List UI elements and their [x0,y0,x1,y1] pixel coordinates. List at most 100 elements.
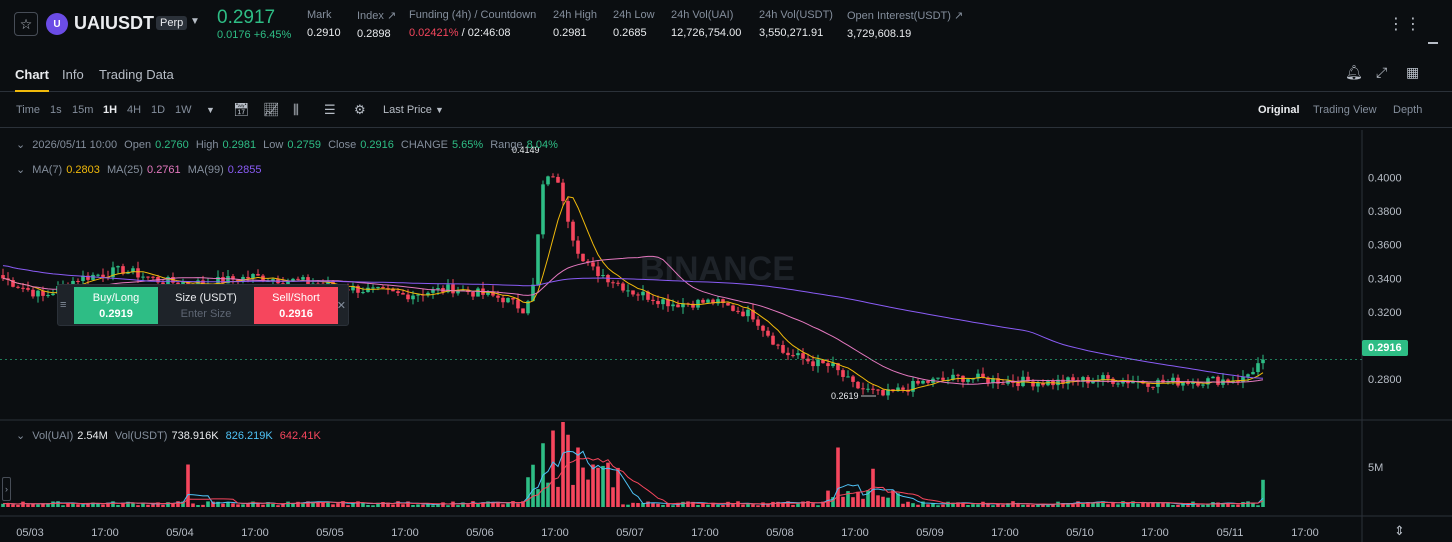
volume-bar [1216,502,1220,507]
volume-bar [341,501,345,507]
layout-grid-icon[interactable]: ▦ [1406,64,1420,80]
stat-index[interactable]: Index ↗ 0.2898 [357,9,396,40]
volume-bar [306,501,310,507]
uai-coin-icon: U [46,13,68,35]
time-tick-7: 17:00 [541,527,569,539]
time-tick-12: 05/09 [916,527,944,539]
stat-open-interest[interactable]: Open Interest(USDT) ↗ 3,729,608.19 [847,9,963,40]
volume-bar [1086,502,1090,507]
interval-1d[interactable]: 1D [151,104,166,116]
stat-24h-high: 24h High 0.2981 [553,9,597,39]
tab-chart[interactable]: Chart [7,67,57,92]
volume-bar [851,497,855,507]
volume-bar [911,503,915,507]
indicator-chart-icon[interactable]: 📈︎ [263,102,280,117]
volume-bar [731,504,735,507]
volume-bar [796,503,800,507]
sell-short-button[interactable]: Sell/Short 0.2916 [254,287,338,324]
more-options-icon[interactable]: ⋮⋮ [1388,16,1422,33]
candle-body [866,388,870,390]
price-tick-6: 0.2800 [1368,374,1402,386]
view-trading-view[interactable]: Trading View [1313,104,1377,116]
ma7-label: MA(7) [32,164,63,176]
volume-bar [46,503,50,507]
candle-body [981,373,985,378]
settings-lines-icon[interactable]: ☰ [324,102,336,117]
volume-bar [351,503,355,507]
volume-bar [26,504,30,507]
interval-1h[interactable]: 1H [103,104,118,116]
symbol-dropdown-icon[interactable]: ▼ [190,16,200,27]
candle-body [831,363,835,367]
vol-uai-value: 2.54M [77,430,108,442]
volume-bar [1076,501,1080,507]
candle-body [856,381,860,389]
candle-body [1231,381,1235,383]
ma-legend: ⌄ MA(7) 0.2803 MA(25) 0.2761 MA(99) 0.2855 [16,163,265,176]
favorite-star-icon[interactable]: ☆ [14,12,38,36]
candle-body [986,377,990,383]
interval-dropdown-icon[interactable]: ▼ [206,105,215,115]
interval-1s[interactable]: 1s [50,104,62,116]
legend-chevron-icon[interactable]: ⌄ [16,430,26,442]
candle-type-icon[interactable]: ⫼ [293,102,299,117]
volume-bar [126,501,130,507]
view-depth[interactable]: Depth [1393,104,1423,116]
candle-body [746,309,750,317]
volume-bar [916,504,920,507]
funding-rate: 0.02421% [409,27,459,39]
symbol-name[interactable]: UAIUSDT [74,13,154,33]
legend-chevron-icon[interactable]: ⌄ [16,164,26,176]
alert-bell-icon[interactable]: 🔔︎ [1345,64,1363,80]
view-original[interactable]: Original [1258,104,1300,116]
chart-area[interactable]: BINANCE0.40000.38000.36000.34000.32000.3… [0,130,1452,542]
expand-panel-icon[interactable]: › [2,477,11,501]
volume-bar [856,491,860,507]
volume-bar [6,503,10,507]
candle-body [586,261,590,263]
minimize-icon[interactable] [1428,42,1438,44]
volume-bar [421,504,425,507]
interval-4h[interactable]: 4H [127,104,142,116]
settings-gear-icon[interactable]: ⚙ [354,102,366,117]
volume-bar [711,502,715,507]
volume-bar [986,504,990,507]
volume-bar [716,504,720,507]
stat-label: Index ↗ [357,10,397,22]
drag-handle-icon[interactable]: ≡ [60,299,67,311]
volume-bar [786,501,790,507]
volume-bar [16,504,20,507]
volume-ma2-line [2,457,1264,505]
candle-body [716,299,720,304]
volume-bar [761,502,765,507]
volume-bar [456,505,460,507]
reset-scale-icon[interactable]: ⇕ [1394,523,1405,538]
volume-bar [411,504,415,507]
volume-bar [1161,503,1165,507]
tab-trading-data[interactable]: Trading Data [99,67,174,82]
candle-body [501,297,505,303]
close-icon[interactable]: ✕ [336,300,346,312]
candlestick-chart[interactable]: BINANCE0.40000.38000.36000.34000.32000.3… [0,130,1452,542]
price-type-select[interactable]: Last Price ▼ [383,104,444,116]
fullscreen-icon[interactable]: ⤢ [1376,64,1388,80]
candle-body [656,301,660,305]
volume-bar [686,501,690,507]
size-input[interactable]: Size (USDT) Enter Size [160,287,252,324]
calendar-icon[interactable]: 📅︎ [233,102,250,117]
volume-bar [221,503,225,507]
content-tabs: Chart Info Trading Data [0,60,1452,92]
interval-15m[interactable]: 15m [72,104,94,116]
legend-chevron-icon[interactable]: ⌄ [16,139,26,151]
time-label: Time [16,104,41,116]
volume-bar [966,505,970,507]
candle-body [121,266,125,274]
volume-bar [1046,505,1050,507]
chevron-down-icon: ▼ [434,105,444,115]
tab-info[interactable]: Info [62,67,84,82]
candle-body [1121,380,1125,384]
interval-1w[interactable]: 1W [175,104,192,116]
time-tick-5: 17:00 [391,527,419,539]
buy-long-button[interactable]: Buy/Long 0.2919 [74,287,158,324]
candle-body [496,295,500,298]
